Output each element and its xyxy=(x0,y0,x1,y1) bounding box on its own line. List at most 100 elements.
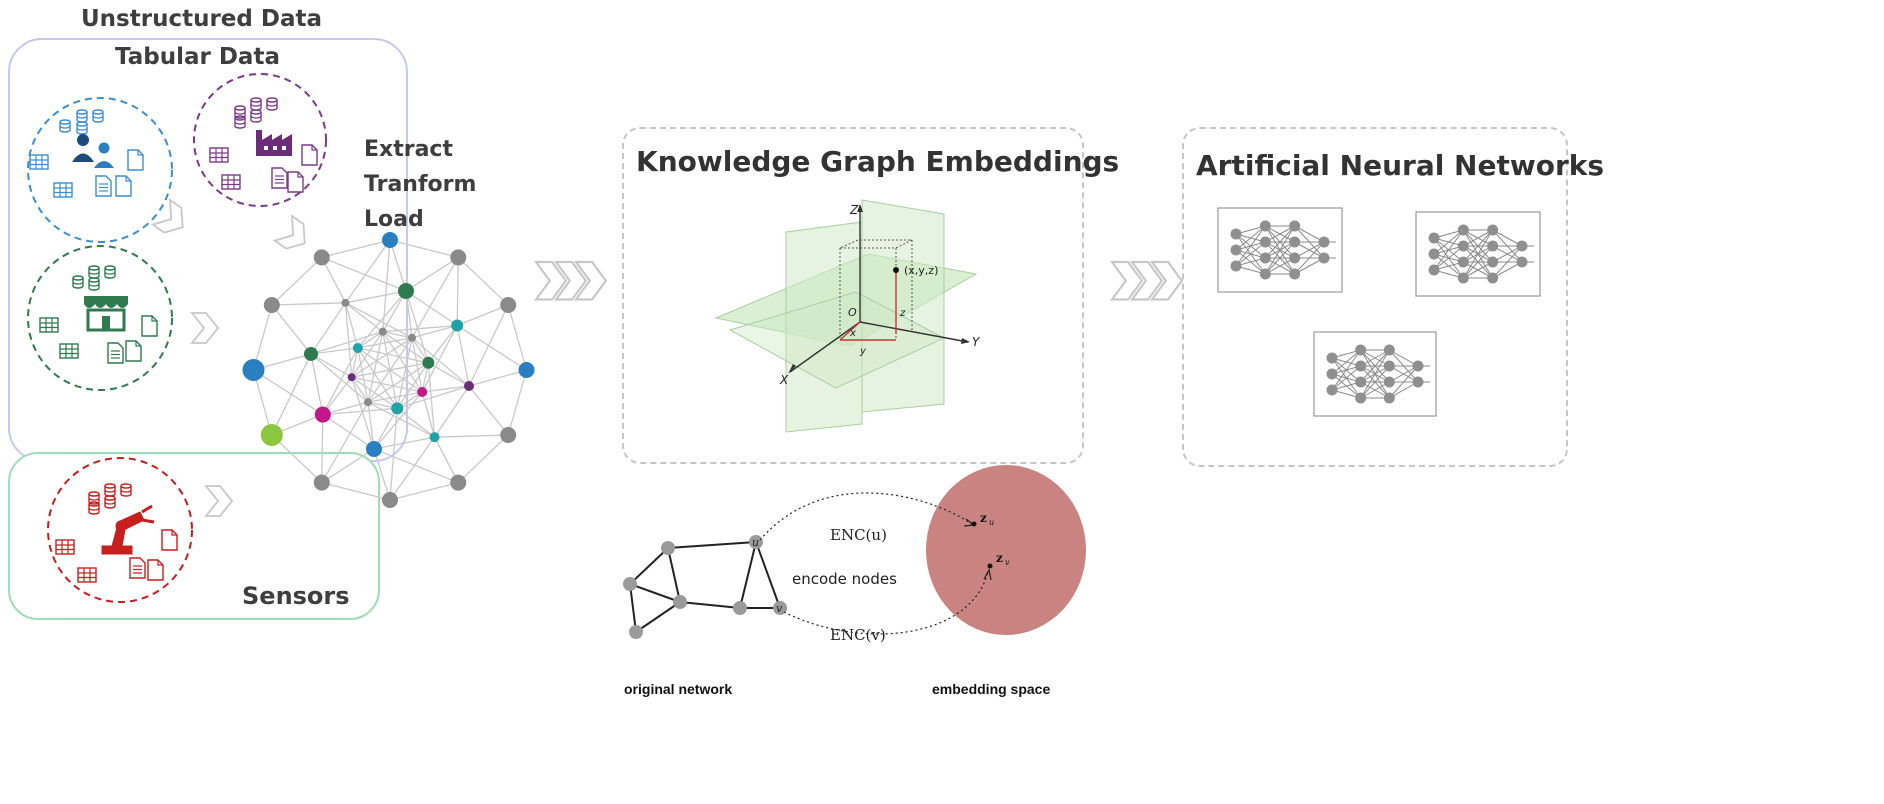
graph-node xyxy=(398,283,415,300)
store-data-source xyxy=(27,245,173,391)
x-axis-label: X xyxy=(779,373,789,387)
graph-node xyxy=(382,492,398,508)
database-icon xyxy=(72,265,116,291)
ann-title: Artificial Neural Networks xyxy=(1196,149,1605,182)
document-icon xyxy=(129,529,178,581)
database-icon xyxy=(59,109,104,135)
robot-arm-icon xyxy=(101,504,155,555)
embedding-space-label: embedding space xyxy=(932,681,1050,697)
y-small-label: y xyxy=(859,346,867,357)
neuron xyxy=(1230,228,1242,240)
graph-node xyxy=(518,362,535,378)
neuron xyxy=(1487,224,1499,236)
etl-load: Load xyxy=(364,207,424,232)
factory-icon xyxy=(256,130,292,156)
embedding-space-blob xyxy=(926,465,1086,635)
encode-nodes-label: encode nodes xyxy=(792,570,897,588)
flow-arrow-icon xyxy=(534,260,608,301)
z-u-subscript: u xyxy=(989,518,994,527)
graph-node xyxy=(391,402,404,415)
graph-node xyxy=(313,474,330,491)
neuron xyxy=(1326,352,1338,364)
3d-axes-figure: (x,y,z) Z Y X O x y z xyxy=(714,199,981,433)
table-icon xyxy=(209,147,241,190)
z-v-label: z xyxy=(996,551,1003,565)
database-icon xyxy=(234,97,278,129)
store-icon xyxy=(84,296,128,332)
chevron-icon xyxy=(191,312,219,344)
neuron xyxy=(1487,272,1499,284)
neuron xyxy=(1289,252,1301,264)
graph-node xyxy=(365,440,382,457)
neuron xyxy=(1326,368,1338,380)
neuron xyxy=(1428,264,1440,276)
neuron xyxy=(1457,272,1469,284)
graph-node xyxy=(304,346,319,361)
etl-extract: Extract xyxy=(364,137,453,162)
etl-title: Extract Tranform Load xyxy=(364,132,476,237)
kge-panel xyxy=(622,127,1084,464)
node-embedding-figure: u v z u z v ENC(u) ENC(v) encode nodes o… xyxy=(623,465,1086,697)
z-v-subscript: v xyxy=(1005,558,1010,567)
node-v-label: v xyxy=(776,602,783,615)
neuron xyxy=(1383,376,1395,388)
graph-node xyxy=(363,398,372,407)
graph-node xyxy=(242,359,265,381)
neuron xyxy=(1516,240,1528,252)
graph-node xyxy=(450,249,467,266)
z-u-label: z xyxy=(980,511,987,525)
table-icon xyxy=(29,154,73,198)
graph-node xyxy=(450,474,467,491)
neuron xyxy=(1383,344,1395,356)
neuron xyxy=(1428,248,1440,260)
graph-node xyxy=(382,232,398,248)
graph-node xyxy=(463,381,474,392)
z-axis-label: Z xyxy=(849,203,859,217)
graph-node xyxy=(500,297,517,313)
neuron xyxy=(1318,236,1330,248)
original-network-graph xyxy=(629,541,781,633)
neuron xyxy=(1355,344,1367,356)
neural-network-3 xyxy=(1313,331,1437,417)
neuron xyxy=(1457,240,1469,252)
neuron xyxy=(1326,384,1338,396)
graph-node xyxy=(263,297,280,313)
ann-panel xyxy=(1182,127,1568,467)
people-icon xyxy=(72,134,114,168)
knowledge-graph xyxy=(242,232,535,508)
node-u-label: u xyxy=(752,536,759,549)
neuron xyxy=(1355,392,1367,404)
neuron xyxy=(1289,236,1301,248)
neuron xyxy=(1259,252,1271,264)
chevron-icon xyxy=(205,485,233,517)
neuron xyxy=(1318,252,1330,264)
robot-data-source xyxy=(47,457,193,603)
y-axis-label: Y xyxy=(972,335,981,349)
graph-node xyxy=(341,298,350,307)
table-icon xyxy=(39,317,79,359)
tabular-data-title: Tabular Data xyxy=(115,44,280,70)
neural-network-2 xyxy=(1415,211,1541,297)
kge-title: Knowledge Graph Embeddings xyxy=(636,145,1120,178)
graph-node xyxy=(429,432,440,443)
neuron xyxy=(1259,236,1271,248)
database-icon xyxy=(88,483,132,515)
enc-v-label: ENC(v) xyxy=(830,626,886,644)
neuron xyxy=(1457,256,1469,268)
neuron xyxy=(1412,360,1424,372)
graph-node xyxy=(408,333,417,342)
graph-node xyxy=(500,427,517,443)
graph-node xyxy=(260,424,283,446)
etl-transform: Tranform xyxy=(364,172,477,197)
neuron xyxy=(1487,240,1499,252)
neural-network-1 xyxy=(1217,207,1343,293)
graph-node xyxy=(417,387,428,398)
unstructured-data-title: Unstructured Data xyxy=(81,6,322,32)
chevron-icon xyxy=(151,199,193,241)
sensors-title: Sensors xyxy=(242,582,350,610)
neuron xyxy=(1355,376,1367,388)
graph-node xyxy=(314,406,331,423)
point-label: (x,y,z) xyxy=(904,264,938,277)
